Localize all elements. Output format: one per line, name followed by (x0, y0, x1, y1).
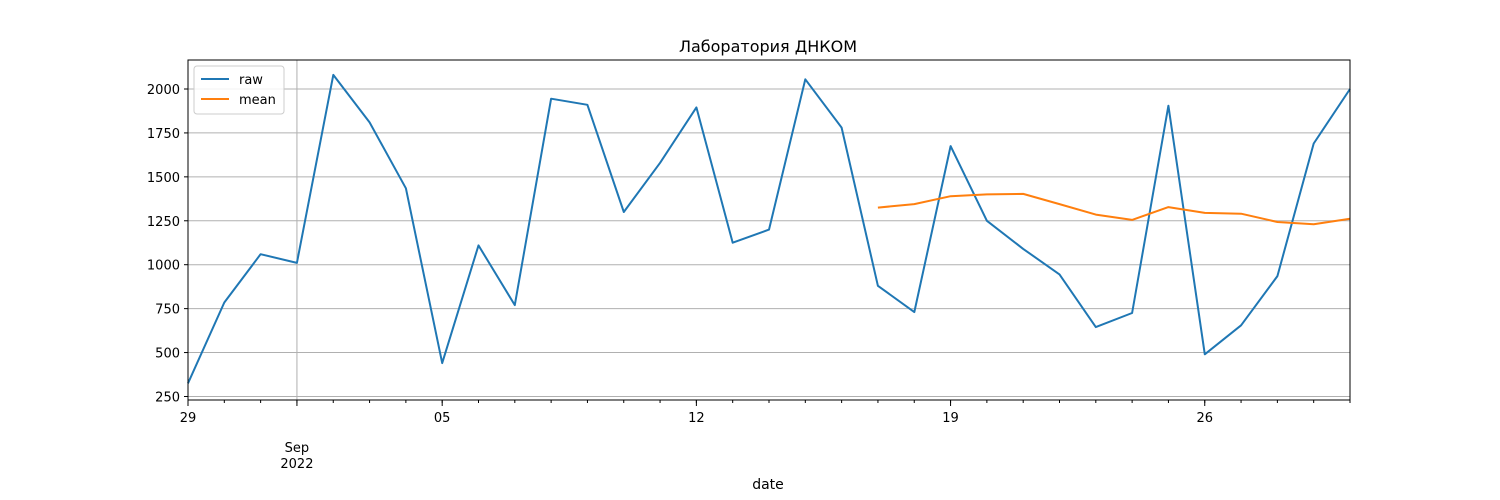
y-tick-label: 750 (155, 303, 180, 318)
series-line-mean (877, 192, 1351, 226)
series-lines (187, 73, 1351, 384)
x-axis-label: date (752, 477, 784, 493)
x-tick-label: 12 (688, 411, 705, 426)
x-tick-label: 29 (180, 411, 197, 426)
x-tick-label: 05 (434, 411, 451, 426)
y-tick-label: 1000 (147, 259, 180, 274)
y-tick-label: 1250 (147, 215, 180, 230)
y-tick-label: 1500 (147, 171, 180, 186)
y-tick-label: 1750 (147, 127, 180, 142)
legend-label-mean: mean (239, 93, 276, 108)
x-tick-label: 19 (942, 411, 959, 426)
legend: raw mean (193, 65, 285, 115)
x-tick-label: Sep (285, 441, 310, 456)
series-line-raw (187, 73, 1351, 384)
y-tick-label: 250 (155, 390, 180, 405)
x-tick-label: 26 (1196, 411, 1213, 426)
legend-label-raw: raw (239, 73, 263, 88)
chart-title: Лаборатория ДНКОМ (679, 37, 857, 56)
y-tick-label: 500 (155, 347, 180, 362)
y-axis: 250 500 750 1000 1250 1500 1750 2000 (147, 83, 188, 405)
grid-lines (188, 60, 1350, 400)
y-tick-label: 2000 (147, 83, 180, 98)
x-tick-label: 2022 (280, 457, 313, 472)
